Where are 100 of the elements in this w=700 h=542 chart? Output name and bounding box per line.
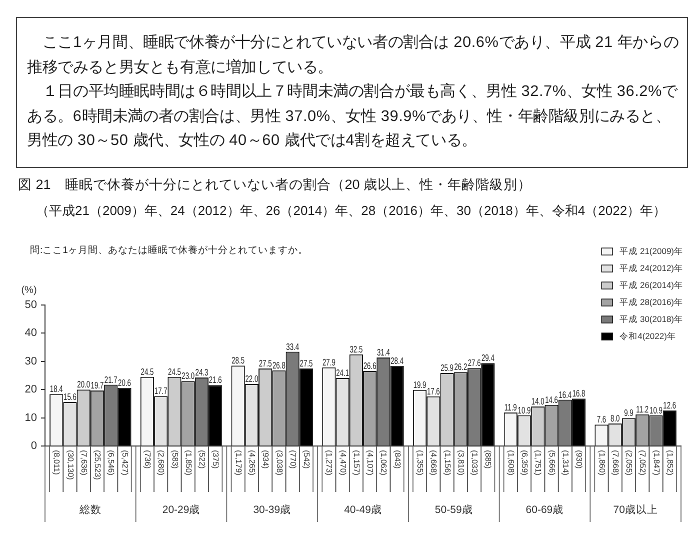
data-label: 10.9: [650, 405, 663, 416]
data-label: 29.4: [481, 352, 495, 364]
text: (375): [211, 450, 220, 470]
text: (930): [574, 450, 584, 470]
y-tick-label: 0: [30, 440, 37, 452]
y-axis-title: (%): [21, 284, 37, 296]
text: (885): [484, 450, 493, 470]
text: (542): [302, 450, 312, 470]
text: (3,810): [456, 450, 466, 476]
text: (6,546): [106, 450, 116, 476]
x-tick-label: 70歳以上: [613, 503, 658, 516]
data-label: 28.4: [390, 356, 404, 366]
text: (583): [170, 450, 180, 470]
legend-label: 平成 30(2018)年: [620, 314, 684, 324]
y-tick-label: 20: [24, 384, 37, 396]
text: (7,636): [79, 450, 88, 476]
data-label: 26.8: [272, 360, 286, 371]
text: (5,427): [120, 450, 130, 476]
x-tick-label: 40-49歳: [344, 503, 382, 516]
data-label: 12.6: [663, 400, 676, 411]
legend-label: 平成 21(2009)年: [620, 246, 684, 256]
x-tick-label: 総数: [78, 504, 102, 516]
data-label: 17.6: [426, 386, 440, 397]
text: (3,038): [274, 450, 284, 476]
data-label: 21.7: [104, 374, 118, 386]
text: (1,033): [470, 450, 480, 476]
text: (522): [198, 450, 207, 470]
text: (5,666): [547, 450, 556, 476]
text: ここ1ヶ月間、睡眠で休養が十分にとれていない者の割合は 20.6%であり、平成 21 年からの推移でみると男女とも有意に増加している。: [27, 33, 679, 78]
data-label: 32.5: [350, 344, 364, 355]
text: (7,668): [610, 450, 620, 476]
data-label: 25.9: [440, 362, 454, 374]
text: (1,860): [597, 450, 606, 476]
data-label: 24.5: [168, 366, 182, 378]
data-label: 15.6: [64, 392, 77, 402]
data-label: 33.4: [286, 342, 300, 352]
data-label: 27.6: [468, 358, 482, 368]
data-label: 17.7: [154, 386, 168, 396]
text: (1,314): [560, 450, 570, 476]
legend-label: 平成 28(2016)年: [620, 296, 684, 307]
text: (30,130): [66, 450, 75, 480]
data-label: 20.0: [77, 379, 90, 390]
text: １日の平均睡眠時間は６時間以上７時間未満の割合が最も高く、男性 32.7%、女性 36.2%である。6時間未満の者の割合は、男性 37.0%、女性 39.9%であり、性・年齢階級別にみると、男性の 30～50 歳代、女性の 40～60 歳代では4割を超えている。: [27, 82, 679, 151]
y-tick-label: 40: [24, 327, 37, 340]
text: (934): [261, 450, 270, 470]
text: (1,852): [665, 450, 674, 476]
data-label: 7.6: [596, 414, 606, 425]
data-label: 24.3: [195, 367, 209, 378]
data-label: 28.5: [232, 356, 245, 366]
data-label: 20.6: [118, 378, 132, 388]
data-label: 31.4: [376, 347, 390, 358]
text: (4,265): [247, 450, 256, 476]
data-label: 22.0: [245, 374, 259, 384]
chart-title: 図 21 睡眠で休養が十分にとれていない者の割合（20 歳以上、性・年齢階級別）: [18, 176, 532, 194]
text: (736): [143, 450, 152, 470]
data-label: 27.5: [300, 358, 314, 369]
data-label: 10.9: [518, 405, 532, 416]
text: (1,850): [184, 450, 193, 476]
legend-label: 令和4(2022)年: [620, 330, 676, 341]
data-label: 14.0: [531, 396, 545, 407]
data-label: 24.1: [336, 368, 350, 378]
text: (2,680): [156, 450, 166, 476]
data-label: 9.9: [624, 408, 634, 418]
text: (1,847): [652, 450, 661, 476]
chart-subtitle: （平成21（2009）年、24（2012）年、26（2014）年、28（2016）年、30（2018）年、令和4（2022）年）: [36, 202, 666, 220]
text: (7,052): [638, 450, 648, 476]
data-label: 23.0: [182, 371, 195, 382]
text: (1,062): [379, 450, 388, 476]
data-label: 27.5: [258, 358, 272, 369]
text: (8,011): [52, 450, 62, 476]
data-label: 24.5: [140, 366, 154, 378]
text: 問:ここ1ヶ月間、あなたは睡眠で休養が十分とれていますか。: [30, 244, 308, 257]
data-label: 14.6: [545, 394, 558, 406]
text: (1,179): [234, 450, 243, 476]
x-tick-label: 50-59歳: [434, 503, 473, 516]
text: (770): [288, 450, 298, 470]
data-label: 11.9: [504, 402, 518, 413]
data-label: 27.9: [322, 357, 336, 368]
data-label: 19.7: [90, 380, 104, 391]
data-label: 16.8: [572, 388, 586, 399]
text: (1,273): [324, 450, 334, 476]
data-label: 16.4: [558, 390, 572, 400]
y-tick-label: 30: [24, 355, 37, 368]
x-tick-label: 20-29歳: [162, 503, 200, 516]
x-tick-label: 60-69歳: [526, 503, 564, 516]
text: (25,523): [93, 450, 102, 480]
text: (2,055): [624, 450, 634, 476]
y-tick-label: 50: [24, 299, 37, 312]
data-label: 21.6: [208, 374, 222, 386]
text: (4,668): [429, 450, 438, 476]
legend-label: 平成 24(2012)年: [620, 262, 684, 273]
x-tick-label: 30-39歳: [253, 503, 292, 516]
text: (1,157): [352, 450, 361, 476]
legend-label: 平成 26(2014)年: [620, 280, 684, 290]
data-label: 26.6: [363, 360, 377, 372]
data-label: 26.2: [454, 362, 468, 372]
text: (4,107): [366, 450, 375, 476]
data-label: 11.2: [636, 404, 649, 415]
y-tick-label: 10: [24, 412, 37, 424]
text: (843): [392, 450, 402, 470]
